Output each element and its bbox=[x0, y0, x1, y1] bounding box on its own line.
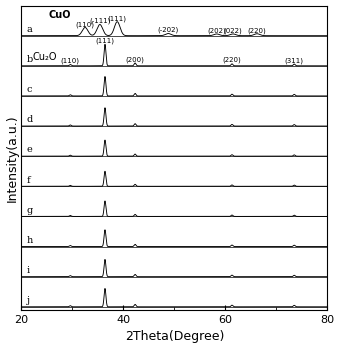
Text: (202): (202) bbox=[207, 27, 226, 34]
X-axis label: 2Theta(Degree): 2Theta(Degree) bbox=[125, 331, 224, 343]
Text: (-202): (-202) bbox=[158, 27, 179, 33]
Text: CuO: CuO bbox=[48, 10, 71, 20]
Text: (022): (022) bbox=[224, 27, 242, 34]
Text: (200): (200) bbox=[126, 56, 144, 62]
Text: (111): (111) bbox=[108, 15, 127, 22]
Text: (311): (311) bbox=[285, 57, 304, 64]
Text: Cu₂O: Cu₂O bbox=[32, 52, 56, 62]
Y-axis label: Intensity(a.u.): Intensity(a.u.) bbox=[5, 114, 19, 202]
Text: (220): (220) bbox=[248, 27, 266, 34]
Text: (111): (111) bbox=[96, 38, 115, 44]
Text: h: h bbox=[27, 236, 33, 245]
Text: d: d bbox=[27, 115, 33, 124]
Text: (-111): (-111) bbox=[89, 18, 110, 24]
Text: (110): (110) bbox=[75, 21, 95, 28]
Text: g: g bbox=[27, 206, 33, 215]
Text: a: a bbox=[27, 25, 32, 34]
Text: f: f bbox=[27, 176, 30, 185]
Text: c: c bbox=[27, 85, 32, 94]
Text: b: b bbox=[27, 55, 33, 64]
Text: j: j bbox=[27, 296, 30, 305]
Text: i: i bbox=[27, 266, 30, 275]
Text: e: e bbox=[27, 146, 32, 155]
Text: (110): (110) bbox=[61, 58, 80, 64]
Text: (220): (220) bbox=[223, 57, 241, 64]
